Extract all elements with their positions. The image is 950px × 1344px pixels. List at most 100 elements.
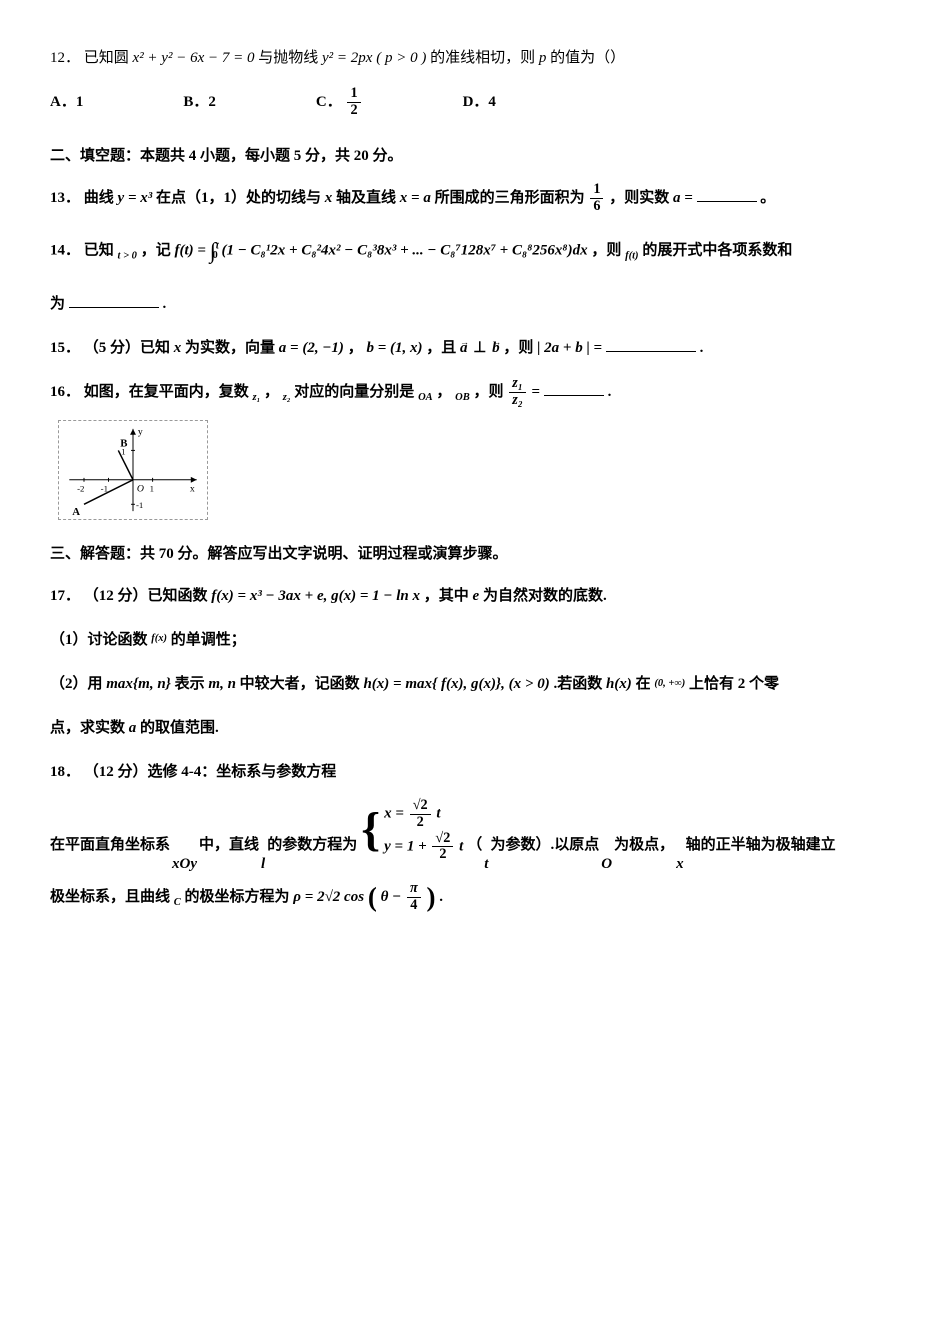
q16-OB: OB [455, 392, 470, 403]
q12-opt-c: C． 1 2 [316, 84, 363, 120]
q18-O: O [601, 846, 612, 882]
lparen: ( [368, 882, 377, 912]
frac-den: z₂ [509, 393, 526, 409]
q13-eq: y = x³ [118, 190, 153, 206]
q12-c-frac: 1 2 [347, 86, 360, 118]
param-system: { x = √2 2 t y = 1 + √2 2 t [361, 798, 463, 863]
one-label: 1 [121, 447, 125, 457]
q17-p2-suffix: 上恰有 2 个零 [689, 676, 779, 692]
q13-frac: 1 6 [590, 182, 603, 214]
q17-number: 17． [50, 588, 80, 604]
q17-p2-interval: (0, +∞) [654, 678, 685, 689]
q16-z2: z₂ [283, 392, 291, 403]
q14-blank [69, 293, 159, 308]
q18-f: 为极点， [614, 827, 674, 863]
q17-part2b: 点，求实数 a 的取值范围. [50, 710, 900, 746]
q15-a: a [460, 340, 468, 356]
q17-p2-end: 的取值范围. [140, 720, 219, 736]
q17-p1-label: （1）讨论函数 [50, 632, 148, 648]
q17-p2-max: max{m, n} [106, 676, 171, 692]
q13-mid1: 在点（1，1）处的切线与 [156, 190, 321, 206]
q16-comma2: ， [436, 384, 451, 400]
q15-bvec: b = (1, x) [366, 340, 422, 356]
frac-num: 1 [347, 86, 360, 103]
q18-d: （ [467, 827, 482, 863]
q16-mid1: 对应的向量分别是 [294, 384, 414, 400]
q15-b: b [492, 340, 500, 356]
question-18: 18． （12 分）选修 4-4：坐标系与参数方程 [50, 754, 900, 790]
q17-p2-mid2: 中较大者，记函数 [240, 676, 360, 692]
q16-OA: OA [418, 392, 433, 403]
q14-cond: t > 0 [118, 250, 137, 261]
q15-avec: a = (2, −1) [279, 340, 344, 356]
q16-number: 16． [50, 384, 80, 400]
q14-suffix: 的展开式中各项系数和 [642, 242, 792, 258]
eq1-lhs: x = [384, 806, 408, 822]
q17-p2-mid4: 在 [636, 676, 651, 692]
q17-e: e [473, 588, 480, 604]
q17-points: （12 分）已知函数 [84, 588, 208, 604]
q13-mid3: 所围成的三角形面积为 [435, 190, 585, 206]
question-17: 17． （12 分）已知函数 f(x) = x³ − 3ax + e, g(x)… [50, 578, 900, 614]
q18-end: . [439, 889, 443, 905]
graph-svg: y x B A O 1 1 -1 -2 -1 [59, 421, 207, 519]
left-brace: { [361, 811, 380, 849]
q12-c-label: C． [316, 94, 342, 110]
q17-p2-a: a [129, 720, 140, 736]
q14-mid1: ，记 [141, 242, 171, 258]
q18-t: t [484, 846, 488, 882]
q18-c: 的参数方程为 [267, 827, 357, 863]
q14-mid2: ，则 [591, 242, 621, 258]
q14-prefix: 已知 [84, 242, 114, 258]
complex-plane-graph: y x B A O 1 1 -1 -2 -1 [58, 420, 208, 520]
frac-den: 2 [347, 103, 360, 119]
one-x-label: 1 [150, 484, 154, 494]
frac-den: 2 [432, 847, 453, 863]
q12-options: A．1 B．2 C． 1 2 D．4 [50, 84, 900, 120]
q16-frac: z₁ z₂ [509, 376, 526, 408]
q12-prefix: 已知圆 [84, 50, 129, 66]
q18-l2a: 极坐标系，且曲线 [50, 889, 170, 905]
q15-number: 15． [50, 340, 80, 356]
q12-opt-d: D．4 [463, 84, 496, 120]
q15-points: （5 分）已知 [84, 340, 170, 356]
frac-num: 1 [590, 182, 603, 199]
q18-b: 中，直线 [199, 827, 259, 863]
q12-number: 12． [50, 50, 80, 66]
eq2-frac: √2 2 [432, 831, 453, 863]
q14-lhs: f(t) = [174, 242, 209, 258]
q16-mid2: ，则 [474, 384, 504, 400]
q13-x: x [325, 190, 333, 206]
q18-number: 18． [50, 764, 80, 780]
q18-pi-frac: π 4 [407, 881, 421, 913]
q15-mid3: ，则 [503, 340, 533, 356]
q17-p1-suffix: 的单调性； [171, 632, 246, 648]
q18-points: （12 分）选修 4-4：坐标系与参数方程 [84, 764, 337, 780]
q17-part2: （2）用 max{m, n} 表示 m, n 中较大者，记函数 h(x) = m… [50, 666, 900, 702]
q13-mid4: ，则实数 [609, 190, 669, 206]
q15-expr: | 2a + b | = [537, 340, 602, 356]
A-label: A [72, 506, 80, 518]
eq1-t: t [436, 806, 440, 822]
q12-eq1: x² + y² − 6x − 7 = 0 [133, 50, 255, 66]
q18-C: C [174, 897, 181, 908]
q12-eq2: y² = 2px ( p > 0 ) [322, 50, 426, 66]
q18-l: l [261, 846, 265, 882]
question-13: 13． 曲线 y = x³ 在点（1，1）处的切线与 x 轴及直线 x = a … [50, 180, 900, 216]
eq-x: x = √2 2 t [384, 798, 463, 830]
q13-number: 13． [50, 190, 80, 206]
q12-end: 的值为（） [550, 50, 625, 66]
q12-opt-a: A．1 [50, 84, 83, 120]
q18-l2b: 的极坐标方程为 [185, 889, 290, 905]
section-2-title: 二、填空题：本题共 4 小题，每小题 5 分，共 20 分。 [50, 138, 900, 174]
q15-blank [606, 337, 696, 352]
q16-comma: ， [264, 384, 279, 400]
eq2-lhs: y = 1 + [384, 838, 430, 854]
O-label: O [137, 484, 144, 495]
question-12: 12． 已知圆 x² + y² − 6x − 7 = 0 与抛物线 y² = 2… [50, 40, 900, 76]
q15-comma: ， [348, 340, 363, 356]
y-label: y [138, 427, 143, 438]
q12-mid: 与抛物线 [258, 50, 318, 66]
equations: x = √2 2 t y = 1 + √2 2 t [384, 798, 463, 863]
q15-x: x [174, 340, 182, 356]
